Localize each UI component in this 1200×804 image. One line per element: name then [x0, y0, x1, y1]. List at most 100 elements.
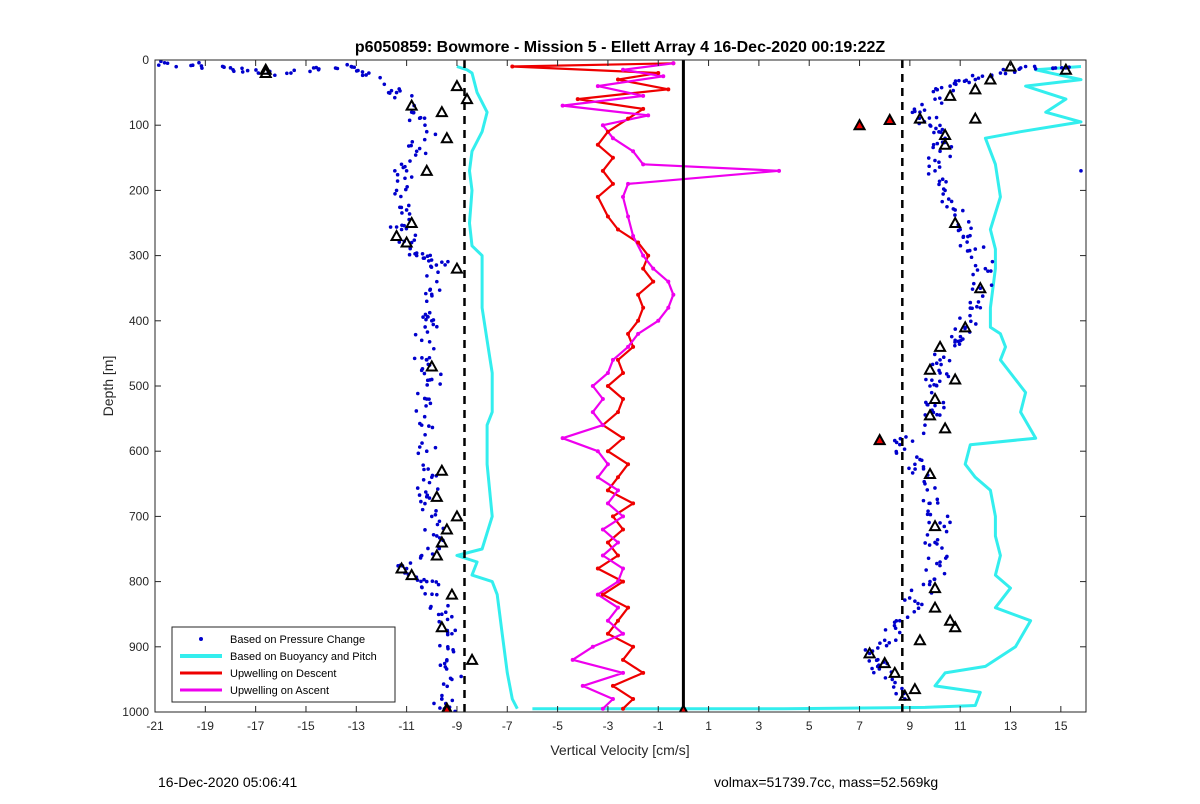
- pressure-change-point: [399, 162, 404, 167]
- triangle-marker: [441, 702, 452, 712]
- pressure-change-point: [969, 226, 973, 231]
- pressure-change-point: [968, 313, 972, 318]
- pressure-change-point: [436, 270, 440, 275]
- pressure-change-point: [934, 383, 939, 388]
- pressure-change-point: [156, 63, 161, 67]
- pressure-change-point: [423, 123, 427, 127]
- pressure-change-point: [933, 486, 937, 490]
- pressure-change-point: [941, 192, 945, 196]
- pressure-change-point: [882, 638, 887, 643]
- upwelling-descent-point: [615, 227, 620, 232]
- upwelling-ascent-point: [615, 579, 620, 584]
- upwelling-ascent-point: [621, 67, 626, 72]
- pressure-change-point: [240, 66, 244, 71]
- upwelling-descent-point: [610, 181, 615, 186]
- pressure-change-point: [453, 709, 457, 712]
- pressure-change-point: [973, 263, 978, 268]
- pressure-change-point: [892, 623, 897, 628]
- pressure-change-point: [162, 60, 167, 65]
- plot-frame: [154, 59, 1087, 713]
- upwelling-ascent-point: [615, 488, 620, 493]
- pressure-change-point: [927, 501, 931, 506]
- pressure-change-point: [395, 172, 400, 177]
- pressure-change-point: [231, 67, 235, 72]
- pressure-change-point: [933, 97, 937, 101]
- pressure-change-point: [440, 612, 444, 616]
- pressure-change-point: [245, 68, 250, 73]
- pressure-change-point: [417, 116, 422, 121]
- pressure-change-point: [354, 69, 359, 73]
- pressure-change-point: [395, 179, 400, 183]
- pressure-change-point: [975, 268, 980, 272]
- pressure-change-point: [935, 542, 939, 546]
- pressure-change-point: [941, 187, 946, 191]
- pressure-change-point: [434, 580, 439, 584]
- pressure-change-point: [920, 602, 924, 607]
- pressure-change-point: [951, 207, 956, 211]
- pressure-change-point: [451, 649, 456, 654]
- pressure-change-point: [946, 197, 951, 201]
- upwelling-ascent-point: [777, 168, 782, 173]
- pressure-change-point: [957, 342, 962, 346]
- pressure-change-point: [957, 78, 961, 83]
- pressure-change-point: [397, 240, 402, 244]
- upwelling-ascent-point: [621, 514, 626, 519]
- pressure-change-point: [420, 356, 424, 360]
- pressure-change-point: [445, 658, 449, 662]
- pressure-change-point: [970, 287, 975, 291]
- pressure-change-point: [423, 591, 427, 596]
- pressure-change-point: [989, 269, 993, 273]
- pressure-change-point: [958, 316, 962, 320]
- pressure-change-point: [413, 153, 418, 157]
- pressure-change-point: [947, 358, 952, 363]
- pressure-change-point: [909, 588, 914, 593]
- upwelling-descent-point: [605, 540, 610, 545]
- series-buoyancy-descent: [455, 65, 519, 710]
- upwelling-ascent-point: [600, 397, 605, 402]
- triangle-marker: [968, 82, 982, 95]
- triangle-marker: [898, 688, 912, 701]
- pressure-change-point: [938, 413, 942, 417]
- pressure-change-point: [450, 677, 454, 682]
- pressure-change-point: [920, 102, 924, 107]
- pressure-change-point: [399, 194, 403, 199]
- pressure-change-point: [910, 110, 915, 115]
- pressure-change-point: [389, 88, 394, 93]
- triangle-marker: [430, 489, 444, 502]
- triangle-marker: [948, 215, 962, 228]
- pressure-change-point: [907, 466, 911, 471]
- pressure-change-point: [876, 646, 880, 650]
- pressure-change-point: [913, 462, 917, 467]
- pressure-change-point: [986, 269, 990, 273]
- pressure-change-point: [944, 372, 949, 376]
- pressure-change-point: [883, 628, 888, 632]
- pressure-change-point: [382, 82, 387, 87]
- pressure-change-point: [419, 579, 423, 584]
- pressure-change-point: [976, 300, 981, 304]
- pressure-change-point: [893, 638, 898, 643]
- pressure-change-point: [942, 405, 946, 410]
- pressure-change-point: [412, 238, 417, 242]
- upwelling-descent-point: [621, 397, 626, 402]
- pressure-change-point: [923, 423, 927, 427]
- pressure-change-point: [408, 561, 413, 565]
- pressure-change-point: [378, 75, 382, 80]
- pressure-change-point: [932, 130, 936, 135]
- pressure-change-point: [432, 346, 436, 351]
- pressure-change-point: [408, 159, 412, 163]
- triangle-marker: [450, 79, 464, 92]
- pressure-change-point: [998, 71, 1003, 75]
- triangle-marker: [435, 620, 449, 633]
- upwelling-ascent-point: [646, 113, 651, 118]
- footer-stats: volmax=51739.7cc, mass=52.569kg: [714, 774, 939, 790]
- pressure-change-point: [926, 156, 931, 160]
- pressure-change-point: [430, 579, 435, 584]
- pressure-change-point: [983, 266, 988, 271]
- pressure-change-point: [459, 674, 463, 679]
- pressure-change-point: [437, 288, 442, 292]
- upwelling-ascent-point: [560, 436, 565, 441]
- pressure-change-point: [429, 377, 434, 382]
- pressure-change-point: [360, 73, 365, 78]
- triangle-marker: [958, 320, 972, 333]
- pressure-change-point: [445, 684, 450, 689]
